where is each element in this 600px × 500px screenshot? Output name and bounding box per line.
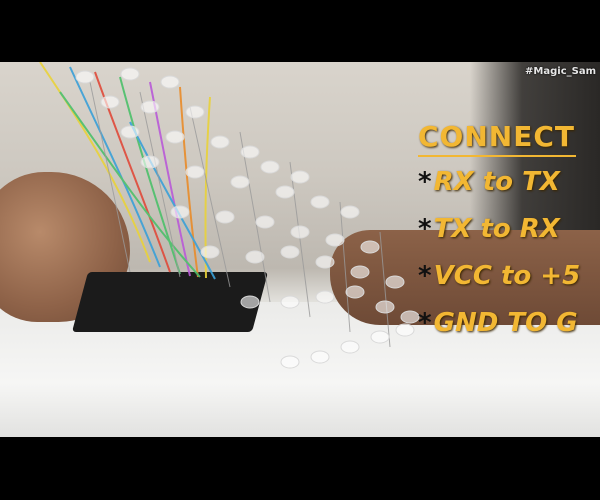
caption-line-rx: *RX to TX [418,167,580,197]
connection-caption: CONNECT *RX to TX *TX to RX *VCC to +5 *… [418,120,580,355]
bullet-icon: * [418,308,432,338]
bullet-icon: * [418,167,432,197]
photo-led-cube: #Magic_Sam CONNECT *RX to TX *TX to RX *… [0,62,600,437]
bullet-icon: * [418,214,432,244]
bullet-icon: * [418,261,432,291]
caption-underline [418,155,576,157]
caption-line-tx: *TX to RX [418,214,580,244]
caption-title: CONNECT [418,120,580,153]
caption-line-text: GND TO G [434,308,578,338]
watermark: #Magic_Sam [525,66,596,77]
caption-line-text: TX to RX [434,214,560,244]
caption-line-text: RX to TX [434,167,560,197]
caption-line-text: VCC to +5 [434,261,581,291]
caption-line-gnd: *GND TO G [418,308,580,338]
caption-line-vcc: *VCC to +5 [418,261,580,291]
